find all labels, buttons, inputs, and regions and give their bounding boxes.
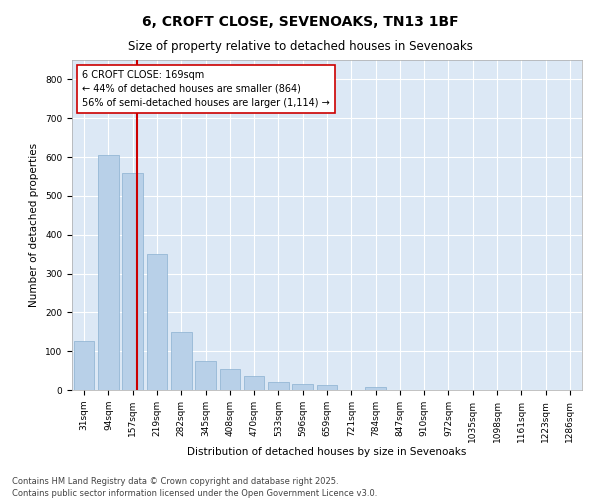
X-axis label: Distribution of detached houses by size in Sevenoaks: Distribution of detached houses by size … [187, 448, 467, 458]
Y-axis label: Number of detached properties: Number of detached properties [29, 143, 40, 307]
Bar [146, 254, 167, 390]
Bar [268, 382, 289, 390]
Text: Contains HM Land Registry data © Crown copyright and database right 2025.
Contai: Contains HM Land Registry data © Crown c… [12, 476, 377, 498]
Text: Size of property relative to detached houses in Sevenoaks: Size of property relative to detached ho… [128, 40, 472, 53]
Bar [220, 368, 240, 390]
Bar [292, 384, 313, 390]
Text: 6 CROFT CLOSE: 169sqm
← 44% of detached houses are smaller (864)
56% of semi-det: 6 CROFT CLOSE: 169sqm ← 44% of detached … [82, 70, 330, 108]
Bar [195, 361, 216, 390]
Bar [98, 155, 119, 390]
Bar [317, 386, 337, 390]
Bar [122, 172, 143, 390]
Text: 6, CROFT CLOSE, SEVENOAKS, TN13 1BF: 6, CROFT CLOSE, SEVENOAKS, TN13 1BF [142, 15, 458, 29]
Bar [171, 332, 191, 390]
Bar [74, 342, 94, 390]
Bar [244, 376, 265, 390]
Bar [365, 387, 386, 390]
